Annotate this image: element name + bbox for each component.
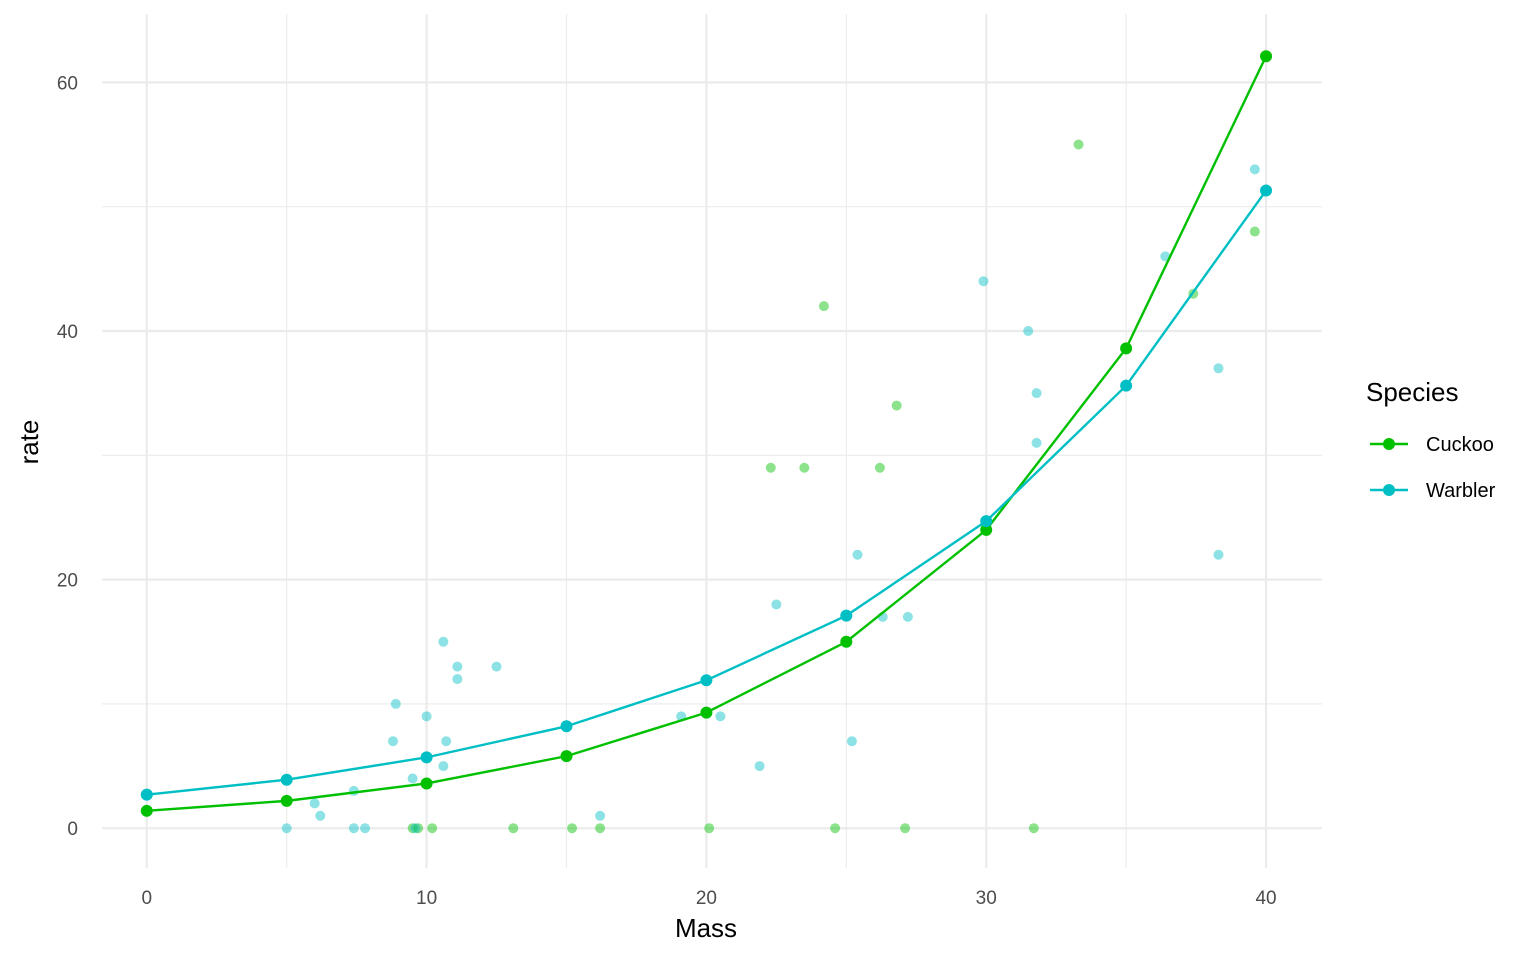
scatter-point-warbler — [438, 636, 449, 647]
y-tick-label: 0 — [67, 819, 78, 840]
line-marker-warbler — [420, 751, 433, 764]
scatter-point-warbler — [407, 773, 418, 784]
scatter-point-warbler — [438, 761, 449, 772]
line-marker-cuckoo — [1120, 342, 1133, 355]
scatter-point-warbler — [491, 661, 502, 672]
scatter-point-warbler — [360, 823, 371, 834]
legend-label: Cuckoo — [1426, 434, 1494, 456]
scatter-point-warbler — [390, 698, 401, 709]
line-marker-warbler — [140, 788, 153, 801]
legend-title: Species — [1366, 377, 1459, 407]
x-axis-title: Mass — [675, 913, 737, 943]
scatter-point-cuckoo — [567, 823, 578, 834]
scatter-point-warbler — [452, 674, 463, 685]
scatter-point-cuckoo — [1249, 226, 1260, 237]
line-marker-warbler — [1120, 379, 1133, 392]
scatter-point-cuckoo — [830, 823, 841, 834]
scatter-point-warbler — [715, 711, 726, 722]
scatter-point-cuckoo — [1028, 823, 1039, 834]
scatter-points — [281, 139, 1260, 834]
scatter-point-warbler — [1213, 549, 1224, 560]
scatter-point-cuckoo — [874, 462, 885, 473]
scatter-point-cuckoo — [427, 823, 438, 834]
line-marker-cuckoo — [1260, 50, 1273, 63]
scatter-point-cuckoo — [818, 301, 829, 312]
scatter-point-warbler — [410, 823, 421, 834]
line-marker-cuckoo — [700, 706, 713, 719]
scatter-point-cuckoo — [413, 823, 424, 834]
line-marker-cuckoo — [140, 804, 153, 817]
scatter-point-cuckoo — [900, 823, 911, 834]
scatter-point-warbler — [441, 736, 452, 747]
scatter-point-warbler — [315, 810, 326, 821]
x-tick-label: 30 — [976, 888, 997, 909]
scatter-point-cuckoo — [407, 823, 418, 834]
scatter-point-warbler — [452, 661, 463, 672]
line-marker-warbler — [700, 674, 713, 687]
scatter-point-warbler — [309, 798, 320, 809]
line-marker-cuckoo — [280, 794, 293, 807]
scatter-point-warbler — [902, 611, 913, 622]
x-tick-label: 0 — [141, 888, 152, 909]
scatter-point-warbler — [1213, 363, 1224, 374]
line-marker-cuckoo — [560, 750, 573, 763]
line-marker-cuckoo — [840, 635, 853, 648]
legend-key-marker — [1383, 484, 1395, 496]
scatter-point-warbler — [421, 711, 432, 722]
scatter-point-warbler — [348, 823, 359, 834]
line-marker-warbler — [840, 609, 853, 622]
line-marker-cuckoo — [420, 777, 433, 790]
scatter-point-cuckoo — [799, 462, 810, 473]
scatter-point-warbler — [978, 276, 989, 287]
line-marker-warbler — [560, 720, 573, 733]
scatter-point-cuckoo — [765, 462, 776, 473]
legend-key-marker — [1383, 438, 1395, 450]
line-marker-cuckoo — [980, 523, 993, 536]
line-marker-warbler — [980, 515, 993, 528]
scatter-point-warbler — [1249, 164, 1260, 175]
x-tick-label: 40 — [1255, 888, 1276, 909]
scatter-point-cuckoo — [704, 823, 715, 834]
scatter-point-warbler — [281, 823, 292, 834]
y-tick-label: 20 — [57, 571, 78, 592]
line-marker-warbler — [1260, 184, 1273, 197]
scatter-point-cuckoo — [1073, 139, 1084, 150]
x-tick-label: 10 — [416, 888, 437, 909]
scatter-point-warbler — [754, 761, 765, 772]
scatter-point-warbler — [1031, 437, 1042, 448]
y-tick-label: 40 — [57, 322, 78, 343]
scatter-point-warbler — [388, 736, 399, 747]
legend-keys: Cuckoo Warbler — [1370, 434, 1496, 502]
scatter-point-warbler — [771, 599, 782, 610]
scatter-point-cuckoo — [595, 823, 606, 834]
y-axis-title: rate — [14, 420, 44, 465]
scatter-point-cuckoo — [508, 823, 519, 834]
scatter-point-cuckoo — [891, 400, 902, 411]
line-marker-warbler — [280, 773, 293, 786]
legend-item-warbler: Warbler — [1370, 480, 1496, 502]
scatter-point-warbler — [846, 736, 857, 747]
legend-item-cuckoo: Cuckoo — [1370, 434, 1494, 456]
scatter-point-warbler — [852, 549, 863, 560]
fitted-lines — [140, 50, 1273, 817]
scatter-point-warbler — [1023, 325, 1034, 336]
legend-label: Warbler — [1426, 480, 1496, 502]
legend: Species Cuckoo Warbler — [1366, 377, 1496, 502]
scatter-point-warbler — [595, 810, 606, 821]
grid — [102, 14, 1322, 868]
y-tick-label: 60 — [57, 73, 78, 94]
scatter-point-warbler — [1031, 388, 1042, 399]
axes: 0 10 20 30 40 0 20 40 60 — [57, 73, 1277, 909]
x-tick-label: 20 — [696, 888, 717, 909]
